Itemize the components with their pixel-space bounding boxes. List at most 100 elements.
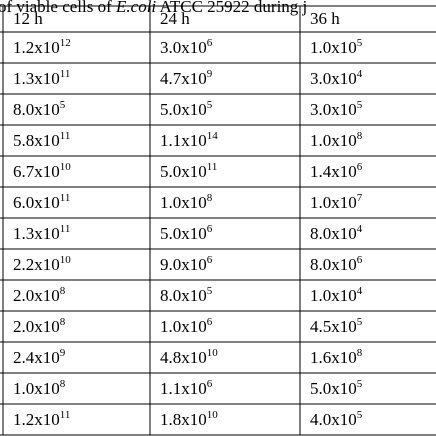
cell-base: 1.3x10 <box>13 69 60 88</box>
cell-base: 2.4x10 <box>13 348 60 367</box>
cell-exponent: 5 <box>357 99 363 111</box>
cell-exponent: 10 <box>207 409 219 421</box>
cell-exponent: 5 <box>207 99 213 111</box>
cell-exponent: 6 <box>207 37 213 49</box>
cell: 4.8x1010 <box>160 347 218 367</box>
cell-exponent: 11 <box>60 223 71 235</box>
cell: 2.0x108 <box>13 285 66 305</box>
column-header: 36 h <box>310 9 340 28</box>
cell: 8.0x106 <box>310 254 363 274</box>
cell: 1.0x105 <box>310 37 363 57</box>
cell-base: 2.2x10 <box>13 255 60 274</box>
cell-exponent: 4 <box>357 285 363 297</box>
cell-base: 1.3x10 <box>13 224 60 243</box>
cell-exponent: 12 <box>60 37 71 49</box>
cell-base: 3.0x10 <box>310 100 357 119</box>
cell-exponent: 11 <box>60 130 71 142</box>
cell-exponent: 10 <box>60 254 72 266</box>
cell: 1.2x1011 <box>13 409 70 429</box>
cell-exponent: 8 <box>60 316 66 328</box>
cell-exponent: 5 <box>357 409 363 421</box>
cell: 8.0x105 <box>160 285 213 305</box>
cell: 2.2x1010 <box>13 254 71 274</box>
cell-base: 1.0x10 <box>310 38 357 57</box>
cell-base: 1.4x10 <box>310 162 357 181</box>
cell-exponent: 8 <box>207 192 213 204</box>
cell-exponent: 8 <box>60 378 66 390</box>
cell: 8.0x105 <box>13 99 66 119</box>
cell: 9.0x106 <box>160 254 213 274</box>
cell-base: 9.0x10 <box>160 255 207 274</box>
cell-base: 1.0x10 <box>160 317 207 336</box>
cell-exponent: 6 <box>207 316 213 328</box>
cell: 1.6x108 <box>310 347 363 367</box>
cell-base: 1.0x10 <box>310 193 357 212</box>
cell: 1.0x107 <box>310 192 363 212</box>
column-header: 12 h <box>13 9 43 28</box>
cell: 1.4x106 <box>310 161 363 181</box>
cell-exponent: 11 <box>60 68 71 80</box>
cell-exponent: 10 <box>60 161 72 173</box>
cell-base: 8.0x10 <box>310 224 357 243</box>
column-header: 24 h <box>160 9 190 28</box>
cell-exponent: 6 <box>357 254 363 266</box>
cell-exponent: 6 <box>207 223 213 235</box>
cell-base: 6.0x10 <box>13 193 60 212</box>
cell-base: 3.0x10 <box>310 69 357 88</box>
cell-base: 1.0x10 <box>160 193 207 212</box>
caption-text: of viable cells of <box>0 0 116 16</box>
cell-base: 1.6x10 <box>310 348 357 367</box>
cell: 2.4x109 <box>13 347 66 367</box>
cell-base: 5.0x10 <box>310 379 357 398</box>
cell-base: 1.0x10 <box>310 286 357 305</box>
cell-base: 4.7x10 <box>160 69 207 88</box>
cell: 6.0x1011 <box>13 192 70 212</box>
cell: 1.2x1012 <box>13 37 71 57</box>
cell: 6.7x1010 <box>13 161 71 181</box>
cell-exponent: 8 <box>60 285 66 297</box>
cell: 5.0x1011 <box>160 161 217 181</box>
cell-exponent: 8 <box>357 347 363 359</box>
cell-base: 8.0x10 <box>310 255 357 274</box>
cell: 2.0x108 <box>13 316 66 336</box>
cell-base: 2.0x10 <box>13 286 60 305</box>
cell: 1.0x108 <box>13 378 66 398</box>
cell-base: 1.1x10 <box>160 131 207 150</box>
cell: 3.0x106 <box>160 37 213 57</box>
cell-base: 8.0x10 <box>160 286 207 305</box>
cell: 4.0x105 <box>310 409 363 429</box>
cell: 5.8x1011 <box>13 130 70 150</box>
cell-exponent: 10 <box>207 347 219 359</box>
cell: 1.3x1011 <box>13 223 70 243</box>
cell-exponent: 4 <box>357 223 363 235</box>
cell-exponent: 9 <box>207 68 213 80</box>
cell-exponent: 6 <box>207 254 213 266</box>
cell: 5.0x106 <box>160 223 213 243</box>
cell-base: 1.1x10 <box>160 379 207 398</box>
cell-base: 4.8x10 <box>160 348 207 367</box>
cell-base: 8.0x10 <box>13 100 60 119</box>
cell: 1.3x1011 <box>13 68 70 88</box>
cell: 5.0x105 <box>310 378 363 398</box>
cell: 4.7x109 <box>160 68 213 88</box>
cell-exponent: 14 <box>207 130 219 142</box>
cell: 1.0x108 <box>160 192 213 212</box>
cell: 3.0x104 <box>310 68 363 88</box>
cell-exponent: 4 <box>357 68 363 80</box>
cell-base: 1.0x10 <box>13 379 60 398</box>
cell: 1.1x1014 <box>160 130 218 150</box>
cell-base: 1.2x10 <box>13 410 60 429</box>
cell-base: 5.0x10 <box>160 224 207 243</box>
cell-base: 3.0x10 <box>160 38 207 57</box>
caption-italic: E.coli <box>115 0 156 16</box>
cell: 1.8x1010 <box>160 409 218 429</box>
cell: 8.0x104 <box>310 223 363 243</box>
cell-exponent: 9 <box>60 347 66 359</box>
cell-base: 1.8x10 <box>160 410 207 429</box>
cell-exponent: 5 <box>60 99 66 111</box>
cell-exponent: 5 <box>357 378 363 390</box>
caption-text: ATCC 25922 during j <box>156 0 307 16</box>
cell-exponent: 6 <box>357 161 363 173</box>
